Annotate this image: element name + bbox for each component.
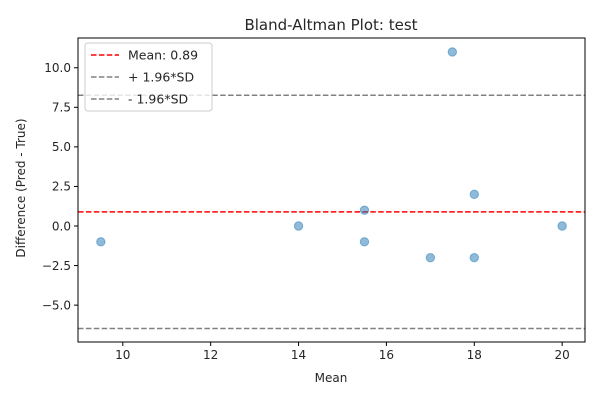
x-tick-label: 14	[291, 348, 306, 362]
data-point	[469, 252, 479, 263]
legend-box	[84, 42, 213, 112]
x-tick-label: 20	[555, 348, 570, 362]
x-tick-label: 18	[467, 348, 482, 362]
data-point	[425, 252, 436, 263]
x-axis-title: Mean	[315, 371, 348, 385]
x-tick-label: 12	[203, 348, 218, 362]
y-axis-title: Difference (Pred - True)	[14, 118, 28, 257]
y-tick-label: 0.0	[52, 219, 71, 233]
chart-title: Bland-Altman Plot: test	[244, 16, 417, 34]
data-point	[469, 189, 479, 200]
data-point	[359, 205, 370, 215]
y-tick-label: 7.5	[52, 101, 71, 115]
x-tick-label: 10	[115, 348, 130, 362]
data-point	[96, 237, 106, 247]
y-tick-label: −5.0	[42, 298, 71, 312]
data-point	[557, 221, 567, 231]
legend: Mean: 0.89 + 1.96*SD - 1.96*SD	[84, 42, 213, 112]
legend-label: + 1.96*SD	[128, 70, 194, 85]
data-point	[359, 237, 370, 247]
x-tick-label: 16	[379, 348, 394, 362]
legend-label: Mean: 0.89	[128, 48, 198, 63]
y-tick-label: 10.0	[44, 61, 71, 75]
data-point	[447, 47, 458, 57]
data-point	[293, 221, 304, 231]
axes-frame	[77, 37, 586, 343]
legend-label: - 1.96*SD	[128, 92, 188, 107]
axes: 10 12 14 16 18 20 −5.0 −2.5 0.0 2.5 5.0 7.5 10.0	[42, 37, 586, 362]
y-tick-label: 2.5	[52, 180, 71, 194]
y-tick-label: −2.5	[42, 259, 71, 273]
y-tick-label: 5.0	[52, 140, 71, 154]
